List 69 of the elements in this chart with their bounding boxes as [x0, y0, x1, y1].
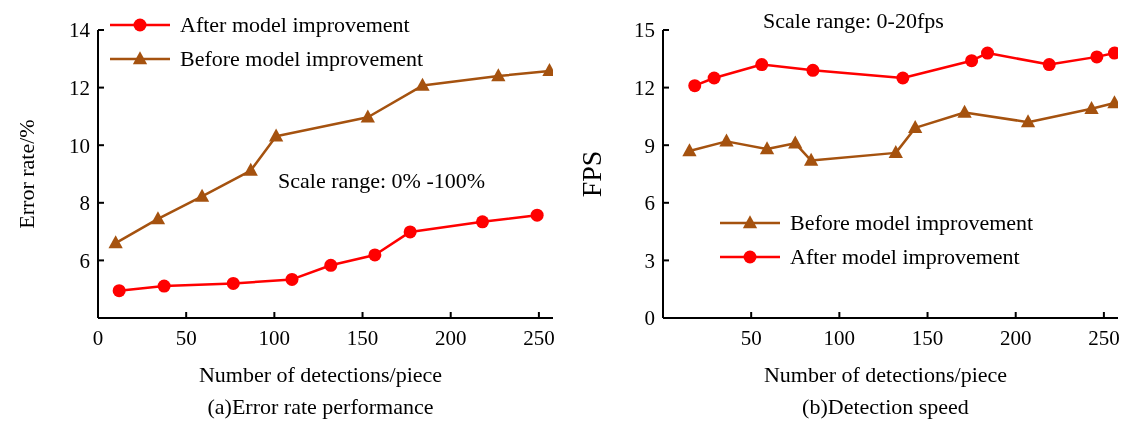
y-tick-label: 14 [69, 18, 91, 43]
point [194, 188, 210, 202]
point [1020, 114, 1036, 128]
point [908, 120, 923, 134]
point [896, 71, 910, 85]
x-tick-label: 200 [999, 325, 1032, 350]
x-axis-title: Number of detections/piece [762, 362, 1009, 388]
text: (a)Error rate performance [206, 394, 435, 420]
y-tick-label: 3 [644, 248, 655, 273]
x-tick-label: 50 [175, 325, 197, 350]
point [530, 208, 544, 222]
text: (b)Detection speed [801, 394, 970, 420]
point [475, 215, 489, 229]
x-tick-label: 250 [523, 325, 555, 350]
point [285, 272, 299, 286]
point [150, 211, 166, 225]
y-tick-label: 6 [644, 191, 655, 216]
y-tick-label: 6 [79, 248, 90, 273]
x-tick-label: 150 [911, 325, 944, 350]
point [707, 71, 721, 85]
point [957, 104, 972, 118]
point [788, 135, 803, 149]
point [719, 133, 734, 147]
annotation: Scale range: 0-20fps [763, 8, 944, 34]
point [688, 79, 702, 93]
point [491, 68, 506, 82]
y-tick-label: 12 [634, 76, 655, 101]
annotation: Scale range: 0% -100% [278, 168, 486, 194]
x-axis-title: Number of detections/piece [197, 362, 444, 388]
point [368, 248, 382, 262]
point [1084, 100, 1099, 114]
x-tick-label: 200 [434, 325, 467, 350]
y-tick-label: 15 [634, 18, 655, 43]
x-tick-label: 100 [258, 325, 291, 350]
point [108, 235, 123, 249]
point [755, 58, 769, 72]
point [806, 63, 820, 77]
point [403, 225, 417, 239]
y-tick-label: 12 [69, 76, 90, 101]
legend-label: Before model improvement [180, 46, 424, 72]
point [981, 46, 994, 60]
x-tick-label: 50 [740, 325, 762, 350]
point [888, 145, 903, 159]
y-tick-label: 10 [69, 133, 90, 158]
legend-label: Before model improvement [790, 210, 1034, 236]
point [324, 258, 338, 272]
point [243, 162, 258, 176]
point [1090, 50, 1104, 64]
point [803, 152, 819, 166]
point [759, 141, 775, 155]
point [112, 284, 126, 298]
point [157, 279, 171, 293]
point [965, 54, 979, 68]
point [360, 109, 375, 123]
x-tick-label: 150 [346, 325, 379, 350]
legend-label: After model improvement [790, 244, 1020, 270]
y-tick-label: 9 [644, 133, 655, 158]
y-tick-label: 8 [79, 191, 90, 216]
y-tick-label: 0 [644, 306, 655, 331]
y-axis-title: Error rate/% [13, 119, 39, 229]
y-axis-title: FPS [575, 150, 607, 198]
point [1042, 58, 1056, 72]
point [415, 77, 430, 91]
point [682, 143, 697, 157]
x-tick-label: 100 [823, 325, 856, 350]
point [226, 276, 240, 290]
x-tick-label: 250 [1088, 325, 1120, 350]
point [268, 128, 284, 142]
legend-label: After model improvement [180, 12, 410, 38]
